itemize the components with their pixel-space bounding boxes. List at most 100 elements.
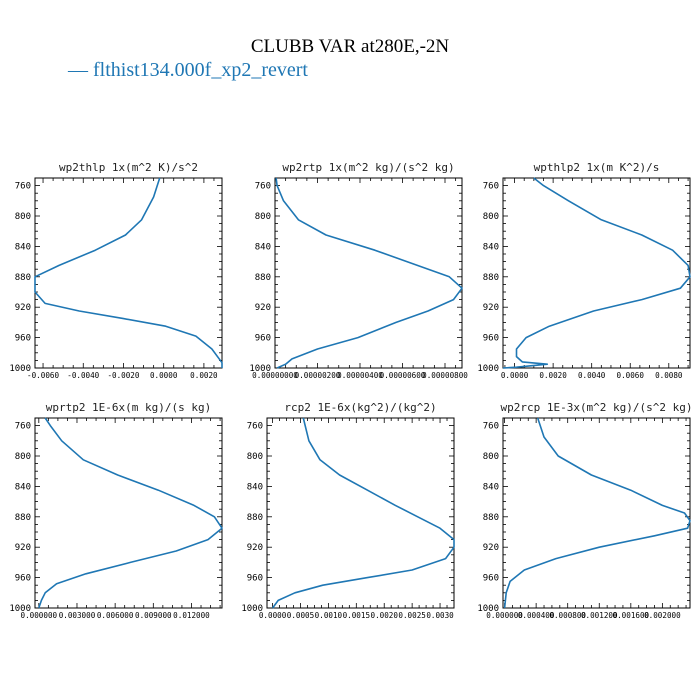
y-tick-label: 880 [483, 273, 499, 283]
plot-frame [34, 417, 223, 609]
y-tick-label: 840 [483, 242, 499, 252]
y-tick-label: 960 [483, 574, 499, 584]
legend-line-icon: — [68, 59, 88, 81]
chart-panel: wp2thlp 1x(m^2 K)/s^2 760 800 840 880 920 960 1… [9, 161, 223, 380]
y-tick-label: 760 [15, 422, 31, 432]
x-tick-label: 0.000000 [486, 611, 523, 620]
y-tick-label: 960 [255, 334, 271, 344]
series-line [275, 177, 463, 369]
x-tick-label: 0.0010 [315, 611, 343, 620]
x-tick-label: 0.0030 [426, 611, 454, 620]
x-tick-label: 0.0025 [398, 611, 425, 620]
y-tick-label: 760 [247, 422, 263, 432]
x-tick-label: 0.00000800 [422, 371, 468, 380]
plot-frame [266, 417, 455, 609]
x-tick-label: 0.0020 [190, 371, 218, 380]
x-tick-label: 0.00000200 [295, 371, 341, 380]
y-tick-label: 840 [255, 242, 271, 252]
x-tick-label: 0.0060 [617, 371, 645, 380]
y-tick-label: 840 [247, 482, 263, 492]
y-tick-label: 1000 [9, 364, 31, 374]
y-tick-label: 760 [255, 182, 271, 192]
plot-frame [274, 177, 463, 369]
y-tick-label: 920 [15, 543, 31, 553]
y-tick-label: 920 [255, 303, 271, 313]
y-tick-label: 1000 [241, 604, 263, 614]
plot-frame [502, 177, 691, 369]
plot-frame [502, 417, 691, 609]
x-tick-label: 0.0015 [343, 611, 370, 620]
y-tick-label: 880 [247, 513, 263, 523]
y-tick-label: 880 [15, 273, 31, 283]
panel-title: wp2rcp 1E-3x(m^2 kg)/(s^2 kg) [500, 401, 692, 414]
panel-title: rcp2 1E-6x(kg^2)/(kg^2) [284, 401, 436, 414]
y-tick-label: 920 [247, 543, 263, 553]
series-line [502, 177, 691, 369]
y-tick-label: 800 [247, 452, 263, 462]
y-tick-label: 800 [483, 452, 499, 462]
y-tick-label: 960 [483, 334, 499, 344]
x-tick-label: -0.0020 [107, 371, 139, 380]
chart-panel: rcp2 1E-6x(kg^2)/(kg^2) 760 800 840 880 920 96… [241, 401, 455, 620]
x-tick-label: 0.012000 [173, 611, 210, 620]
y-tick-label: 920 [483, 303, 499, 313]
y-tick-label: 920 [15, 303, 31, 313]
plot-frame [34, 177, 223, 369]
x-tick-label: 0.001600 [613, 611, 650, 620]
page-title: CLUBB VAR at280E,-2N [250, 36, 450, 57]
y-tick-label: 960 [247, 574, 263, 584]
y-tick-label: 960 [15, 574, 31, 584]
x-tick-label: 0.0000 [259, 611, 287, 620]
chart-panel: wp2rtp 1x(m^2 kg)/(s^2 kg) 760 800 840 880 92… [249, 161, 468, 380]
x-tick-label: 0.000400 [518, 611, 555, 620]
x-tick-label: 0.001200 [581, 611, 618, 620]
x-tick-label: 0.0080 [655, 371, 683, 380]
series-line [503, 417, 691, 609]
x-tick-label: 0.0000 [501, 371, 529, 380]
y-tick-label: 840 [15, 242, 31, 252]
x-tick-label: 0.0005 [287, 611, 314, 620]
panel-title: wp2thlp 1x(m^2 K)/s^2 [59, 161, 198, 174]
chart-panel: wp2rcp 1E-3x(m^2 kg)/(s^2 kg)760 800 840 88… [477, 401, 692, 620]
x-tick-label: 0.006000 [97, 611, 134, 620]
y-tick-label: 760 [15, 182, 31, 192]
x-tick-label: 0.0040 [578, 371, 606, 380]
x-tick-label: 0.00000000 [252, 371, 298, 380]
y-tick-label: 800 [483, 212, 499, 222]
series-line [34, 177, 223, 368]
x-tick-label: 0.00000400 [337, 371, 383, 380]
y-tick-label: 880 [255, 273, 271, 283]
y-tick-label: 1000 [249, 364, 271, 374]
y-tick-label: 760 [483, 422, 499, 432]
y-tick-label: 800 [15, 452, 31, 462]
chart-panel: wprtp2 1E-6x(m kg)/(s kg) 760 800 840 880 920… [9, 401, 223, 620]
x-tick-label: 0.002000 [644, 611, 681, 620]
x-tick-label: 0.0020 [371, 611, 399, 620]
x-tick-label: 0.000800 [549, 611, 586, 620]
y-tick-label: 880 [483, 513, 499, 523]
x-tick-label: 0.0000 [150, 371, 178, 380]
x-tick-label: 0.0020 [539, 371, 567, 380]
chart-panel: wpthlp2 1x(m K^2)/s 760 800 840 880 920 960 100… [477, 161, 691, 380]
legend-label: flthist134.000f_xp2_revert [93, 59, 308, 81]
y-tick-label: 760 [483, 182, 499, 192]
y-tick-label: 1000 [477, 364, 499, 374]
y-tick-label: 840 [15, 482, 31, 492]
y-tick-label: 880 [15, 513, 31, 523]
x-tick-label: 0.003000 [59, 611, 96, 620]
panel-title: wpthlp2 1x(m K^2)/s [534, 161, 660, 174]
y-tick-label: 800 [255, 212, 271, 222]
y-tick-label: 1000 [477, 604, 499, 614]
panel-title: wprtp2 1E-6x(m kg)/(s kg) [46, 401, 212, 414]
panel-title: wp2rtp 1x(m^2 kg)/(s^2 kg) [282, 161, 454, 174]
legend: — flthist134.000f_xp2_revert [68, 59, 308, 82]
y-tick-label: 840 [483, 482, 499, 492]
x-tick-label: 0.00000600 [380, 371, 426, 380]
x-tick-label: 0.000000 [21, 611, 58, 620]
y-tick-label: 960 [15, 334, 31, 344]
x-tick-label: -0.0040 [67, 371, 99, 380]
y-tick-label: 800 [15, 212, 31, 222]
y-tick-label: 1000 [9, 604, 31, 614]
series-line [38, 417, 223, 609]
